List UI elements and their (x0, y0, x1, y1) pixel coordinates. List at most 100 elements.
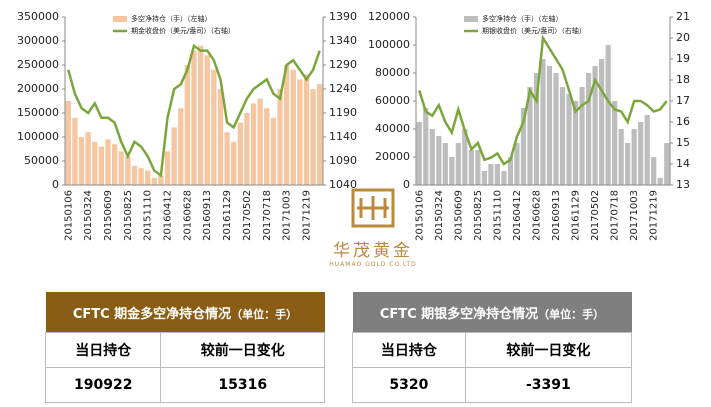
y2-tick-label: 16 (676, 115, 690, 128)
bar (164, 151, 171, 185)
x-tick-label: 20150825 (473, 190, 484, 241)
x-tick-label: 20171219 (301, 190, 312, 241)
bar (475, 150, 481, 185)
bar (317, 84, 323, 185)
y2-tick-label: 1340 (329, 34, 357, 47)
y-tick-label: 60000 (375, 94, 410, 107)
bar (131, 165, 138, 185)
table-unit: （单位：手） (538, 307, 605, 321)
y2-tick-label: 1390 (329, 10, 357, 23)
bar (605, 45, 611, 185)
bar (566, 94, 572, 185)
bar (92, 141, 98, 185)
y-tick-label: 100000 (17, 130, 59, 143)
x-tick-label: 20151110 (492, 190, 503, 241)
x-tick-label: 20170718 (610, 190, 621, 241)
y2-tick-label: 21 (676, 10, 690, 23)
y-tick-label: 0 (403, 178, 410, 191)
x-tick-label: 20170718 (262, 190, 273, 241)
bar (231, 141, 237, 185)
bar (118, 151, 124, 185)
x-tick-label: 20171003 (282, 190, 293, 241)
legend-label: 多空净持仓（手）（左轴） (482, 14, 563, 23)
bar (533, 73, 540, 185)
table-title: CFTC 期银多空净持仓情况 (379, 306, 539, 322)
legend-label: 期金收盘价（美元/盎司）（右轴） (131, 26, 235, 35)
y-tick-label: 200000 (17, 82, 59, 95)
x-tick-label: 20150106 (414, 190, 425, 241)
x-tick-label: 20150106 (63, 190, 74, 241)
y2-tick-label: 17 (676, 94, 690, 107)
table-header: 当日持仓 (352, 332, 466, 368)
bar (191, 50, 197, 185)
bar (540, 59, 546, 185)
x-tick-label: 20160913 (202, 190, 213, 241)
table-header: 较前一日变化 (160, 332, 325, 368)
bar (612, 101, 618, 185)
table-cell: 190922 (44, 367, 162, 403)
silver-table: CFTC 期银多空净持仓情况（单位：手） 当日持仓 较前一日变化 5320 -339… (352, 292, 633, 403)
y2-tick-label: 14 (676, 157, 690, 170)
bar (436, 136, 442, 185)
bar (449, 157, 455, 185)
bar (178, 108, 184, 185)
x-tick-label: 20170502 (242, 190, 253, 241)
bar (638, 122, 644, 185)
bar (237, 122, 243, 185)
bar (171, 127, 177, 185)
bar (277, 89, 283, 185)
bar (264, 108, 270, 185)
bar (105, 139, 111, 185)
bar (158, 175, 164, 185)
bar (572, 101, 579, 185)
y-tick-label: 150000 (17, 106, 59, 119)
bar (455, 143, 461, 185)
y2-tick-label: 20 (676, 31, 690, 44)
bar (297, 79, 303, 185)
x-tick-label: 20161129 (571, 190, 582, 241)
bar (416, 122, 422, 185)
bar (257, 98, 263, 185)
bar (520, 108, 527, 185)
bar (585, 73, 592, 185)
y-tick-label: 0 (52, 178, 59, 191)
x-tick-label: 20150324 (434, 190, 445, 241)
y2-tick-label: 18 (676, 73, 690, 86)
y2-tick-label: 1240 (329, 82, 357, 95)
y-tick-label: 120000 (368, 10, 410, 23)
bar (111, 144, 118, 185)
bar (618, 129, 624, 185)
bar (481, 171, 487, 185)
y-tick-label: 20000 (375, 150, 410, 163)
bar (250, 103, 257, 185)
x-tick-label: 20160628 (531, 190, 542, 241)
bar (625, 143, 631, 185)
bar (184, 65, 191, 185)
legend-swatch (113, 16, 127, 22)
x-tick-label: 20171219 (649, 190, 660, 241)
bar (303, 74, 310, 185)
table-unit: （单位：手） (231, 307, 298, 321)
table-header: 较前一日变化 (464, 332, 633, 368)
bar (462, 129, 468, 185)
logo-icon (351, 188, 395, 228)
charts: 0500001000001500002000002500003000003500… (17, 10, 690, 241)
bar (644, 115, 650, 185)
y2-tick-label: 1090 (329, 154, 357, 167)
y-tick-label: 100000 (368, 38, 410, 51)
bar (310, 89, 316, 185)
logo: 华茂黄金 HUAMAO GOLD CO.LTD (328, 188, 418, 268)
bar (553, 73, 559, 185)
bar (579, 87, 585, 185)
bar (488, 164, 494, 185)
y2-tick-label: 13 (676, 178, 690, 191)
logo-english: HUAMAO GOLD CO.LTD (329, 261, 417, 268)
bar (85, 132, 91, 185)
y-tick-label: 50000 (24, 154, 59, 167)
bar (98, 146, 105, 185)
bar (65, 101, 71, 185)
bar (270, 117, 277, 185)
line (67, 43, 321, 178)
bar (217, 89, 224, 185)
y-tick-label: 40000 (375, 122, 410, 135)
